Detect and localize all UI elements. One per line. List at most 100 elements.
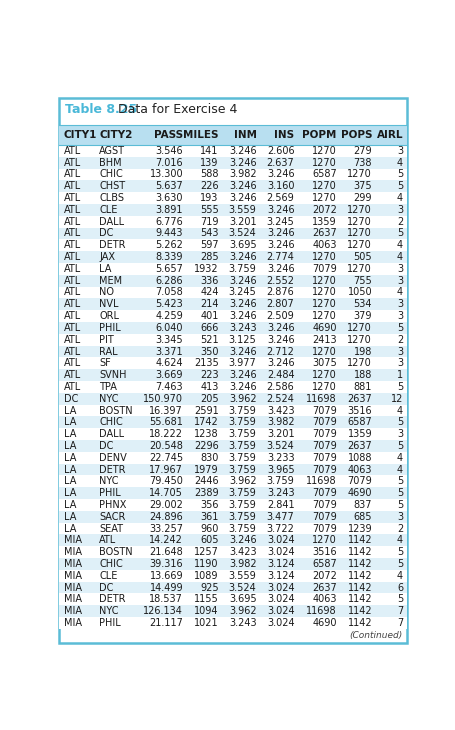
Text: 2.484: 2.484 bbox=[267, 370, 294, 380]
Text: 226: 226 bbox=[200, 181, 218, 191]
Text: 2135: 2135 bbox=[194, 358, 218, 369]
Bar bbox=[59, 617, 407, 629]
Text: 3.962: 3.962 bbox=[229, 477, 257, 486]
Text: ATL: ATL bbox=[64, 311, 81, 321]
Bar bbox=[59, 369, 407, 381]
Text: SVNH: SVNH bbox=[99, 370, 127, 380]
Text: 5: 5 bbox=[397, 323, 403, 333]
Text: 21.648: 21.648 bbox=[149, 548, 183, 557]
Text: Table 8.25: Table 8.25 bbox=[66, 102, 137, 115]
Text: 3.246: 3.246 bbox=[267, 228, 294, 239]
Text: LA: LA bbox=[64, 523, 76, 534]
Text: 738: 738 bbox=[354, 158, 372, 168]
Text: 2.876: 2.876 bbox=[267, 288, 294, 298]
Text: 3.759: 3.759 bbox=[229, 429, 257, 439]
Text: 1190: 1190 bbox=[194, 559, 218, 569]
Text: 3.233: 3.233 bbox=[267, 453, 294, 463]
Text: 1979: 1979 bbox=[194, 464, 218, 475]
Bar bbox=[59, 310, 407, 322]
Text: 1270: 1270 bbox=[312, 193, 337, 203]
Text: 3.246: 3.246 bbox=[229, 146, 257, 155]
Text: 1270: 1270 bbox=[347, 334, 372, 345]
Text: 14.705: 14.705 bbox=[149, 488, 183, 498]
Text: 4690: 4690 bbox=[312, 323, 337, 333]
Text: 3.759: 3.759 bbox=[229, 441, 257, 451]
Text: 14.499: 14.499 bbox=[150, 583, 183, 593]
Text: 3.024: 3.024 bbox=[267, 594, 294, 604]
Bar bbox=[59, 464, 407, 475]
Text: 3.759: 3.759 bbox=[229, 512, 257, 522]
Text: 1270: 1270 bbox=[312, 146, 337, 155]
Text: 3.243: 3.243 bbox=[229, 618, 257, 628]
Text: 3.759: 3.759 bbox=[229, 500, 257, 510]
Text: 4690: 4690 bbox=[312, 618, 337, 628]
Text: 1270: 1270 bbox=[312, 370, 337, 380]
Text: 5: 5 bbox=[397, 228, 403, 239]
Text: 4: 4 bbox=[397, 453, 403, 463]
Text: 7.016: 7.016 bbox=[156, 158, 183, 168]
Text: 1270: 1270 bbox=[347, 240, 372, 250]
Text: 4: 4 bbox=[397, 252, 403, 262]
Text: ORL: ORL bbox=[99, 311, 119, 321]
Text: 3.246: 3.246 bbox=[229, 181, 257, 191]
Text: 1270: 1270 bbox=[312, 276, 337, 285]
Text: 8.339: 8.339 bbox=[156, 252, 183, 262]
Text: 14.242: 14.242 bbox=[149, 535, 183, 545]
Text: 198: 198 bbox=[354, 347, 372, 356]
Text: AIRL: AIRL bbox=[377, 130, 403, 140]
Text: 1270: 1270 bbox=[347, 264, 372, 274]
Text: 555: 555 bbox=[200, 205, 218, 215]
Text: 3.759: 3.759 bbox=[229, 523, 257, 534]
Text: 2637: 2637 bbox=[347, 393, 372, 404]
Text: 4690: 4690 bbox=[348, 488, 372, 498]
Text: 39.316: 39.316 bbox=[150, 559, 183, 569]
Text: ATL: ATL bbox=[64, 347, 81, 356]
Text: 2446: 2446 bbox=[194, 477, 218, 486]
Text: 2: 2 bbox=[397, 334, 403, 345]
Text: DC: DC bbox=[99, 228, 114, 239]
Text: 3: 3 bbox=[397, 358, 403, 369]
Text: 4063: 4063 bbox=[312, 594, 337, 604]
Text: NVL: NVL bbox=[99, 299, 119, 310]
Text: 20.548: 20.548 bbox=[149, 441, 183, 451]
Text: 12: 12 bbox=[391, 393, 403, 404]
Text: DC: DC bbox=[99, 441, 114, 451]
Text: 17.967: 17.967 bbox=[149, 464, 183, 475]
Text: 1142: 1142 bbox=[348, 618, 372, 628]
Bar bbox=[59, 523, 407, 534]
Bar bbox=[59, 487, 407, 499]
Text: 5.657: 5.657 bbox=[155, 264, 183, 274]
Bar bbox=[59, 192, 407, 204]
Text: NYC: NYC bbox=[99, 606, 119, 616]
Text: 3.246: 3.246 bbox=[267, 205, 294, 215]
Text: 3.345: 3.345 bbox=[156, 334, 183, 345]
Text: NYC: NYC bbox=[99, 477, 119, 486]
Text: 6.286: 6.286 bbox=[156, 276, 183, 285]
Text: 3: 3 bbox=[397, 264, 403, 274]
Text: 2: 2 bbox=[397, 523, 403, 534]
Text: 3.982: 3.982 bbox=[267, 418, 294, 427]
Bar bbox=[59, 263, 407, 274]
Text: 3.524: 3.524 bbox=[267, 441, 294, 451]
Text: POPS: POPS bbox=[341, 130, 372, 140]
Text: LA: LA bbox=[64, 441, 76, 451]
Bar bbox=[59, 570, 407, 582]
Text: ATL: ATL bbox=[64, 146, 81, 155]
Bar bbox=[59, 475, 407, 487]
Text: PIT: PIT bbox=[99, 334, 114, 345]
Text: 33.257: 33.257 bbox=[149, 523, 183, 534]
Text: 22.745: 22.745 bbox=[149, 453, 183, 463]
Text: 55.681: 55.681 bbox=[149, 418, 183, 427]
Text: 7079: 7079 bbox=[312, 453, 337, 463]
Text: MIA: MIA bbox=[64, 559, 82, 569]
Text: 1142: 1142 bbox=[348, 606, 372, 616]
Text: ATL: ATL bbox=[64, 217, 81, 226]
Text: LA: LA bbox=[64, 477, 76, 486]
Text: 2.569: 2.569 bbox=[267, 193, 294, 203]
Text: 1142: 1142 bbox=[348, 548, 372, 557]
Text: LA: LA bbox=[64, 500, 76, 510]
Text: 5: 5 bbox=[397, 418, 403, 427]
Text: 1270: 1270 bbox=[347, 169, 372, 180]
Text: 3.891: 3.891 bbox=[156, 205, 183, 215]
Text: 3.759: 3.759 bbox=[267, 477, 294, 486]
